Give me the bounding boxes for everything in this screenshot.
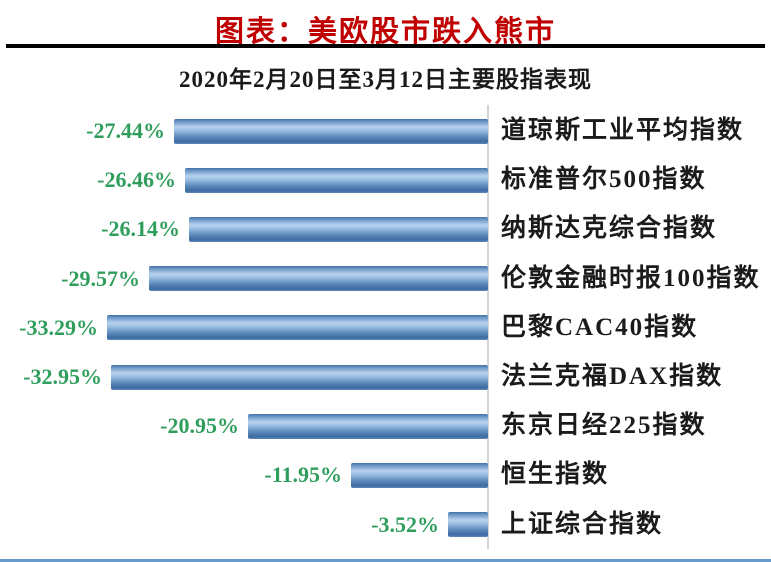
value-label: -20.95% [160,413,239,438]
bar [351,463,488,488]
value-label: -11.95% [264,462,342,487]
value-label: -33.29% [19,315,98,340]
bar [107,315,488,340]
bar [174,119,488,144]
bar [185,168,488,193]
series-label: 纳斯达克综合指数 [501,215,718,242]
value-label: -27.44% [86,118,165,143]
value-label: -26.46% [97,167,176,192]
bar [149,266,488,291]
series-label: 道琼斯工业平均指数 [501,117,745,144]
value-label: -26.14% [101,216,180,241]
bar [448,512,488,537]
chart-title: 图表：美欧股市跌入熊市 [214,16,556,48]
value-axis-line [487,105,489,549]
value-label: -29.57% [61,266,140,291]
value-label: -3.52% [371,512,439,537]
bar [248,414,488,439]
series-label: 上证综合指数 [501,511,664,538]
series-label: 恒生指数 [501,461,610,488]
chart-subtitle: 2020年2月20日至3月12日主要股指表现 [179,67,592,92]
value-label: -32.95% [23,364,102,389]
bar [189,217,488,242]
bar [111,365,488,390]
series-label: 法兰克福DAX指数 [501,363,724,390]
series-label: 标准普尔500指数 [501,166,707,193]
title-divider-rule [6,44,765,48]
footer-accent-line [0,559,771,562]
series-label: 伦敦金融时报100指数 [501,265,761,292]
series-label: 东京日经225指数 [501,412,707,439]
series-label: 巴黎CAC40指数 [501,314,699,341]
